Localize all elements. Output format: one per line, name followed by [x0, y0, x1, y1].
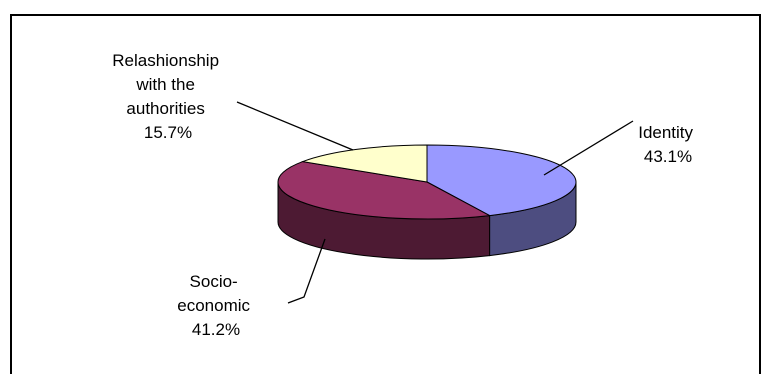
slice-label-authorities: Relashionship with the authorities 15.7%	[112, 51, 224, 142]
value-label-identity: 43.1%	[644, 147, 692, 166]
leader-line-identity	[543, 120, 634, 176]
label-identity-line-1: Identity	[638, 123, 693, 142]
leader-line-authorities	[236, 101, 354, 151]
value-label-authorities: 15.7%	[144, 123, 192, 142]
label-socio-economic-line-1: Socio-	[190, 272, 238, 291]
label-socio-economic-line-2: economic	[177, 296, 250, 315]
leader-line-socio-economic	[287, 238, 326, 304]
slice-socio-economic	[277, 161, 492, 220]
slice-label-socio-economic: Socio- economic 41.2%	[177, 272, 255, 339]
label-authorities-line-1: Relashionship	[112, 51, 219, 70]
slice-authorities	[300, 144, 428, 183]
leader-lines	[236, 101, 634, 304]
label-authorities-line-3: authorities	[126, 99, 204, 118]
slice-label-identity: Identity 43.1%	[638, 123, 698, 166]
slice-identity	[426, 144, 577, 217]
pie-tops	[277, 144, 577, 220]
label-authorities-line-2: with the	[135, 75, 195, 94]
chart-frame	[10, 14, 761, 374]
value-label-socio-economic: 41.2%	[192, 320, 240, 339]
